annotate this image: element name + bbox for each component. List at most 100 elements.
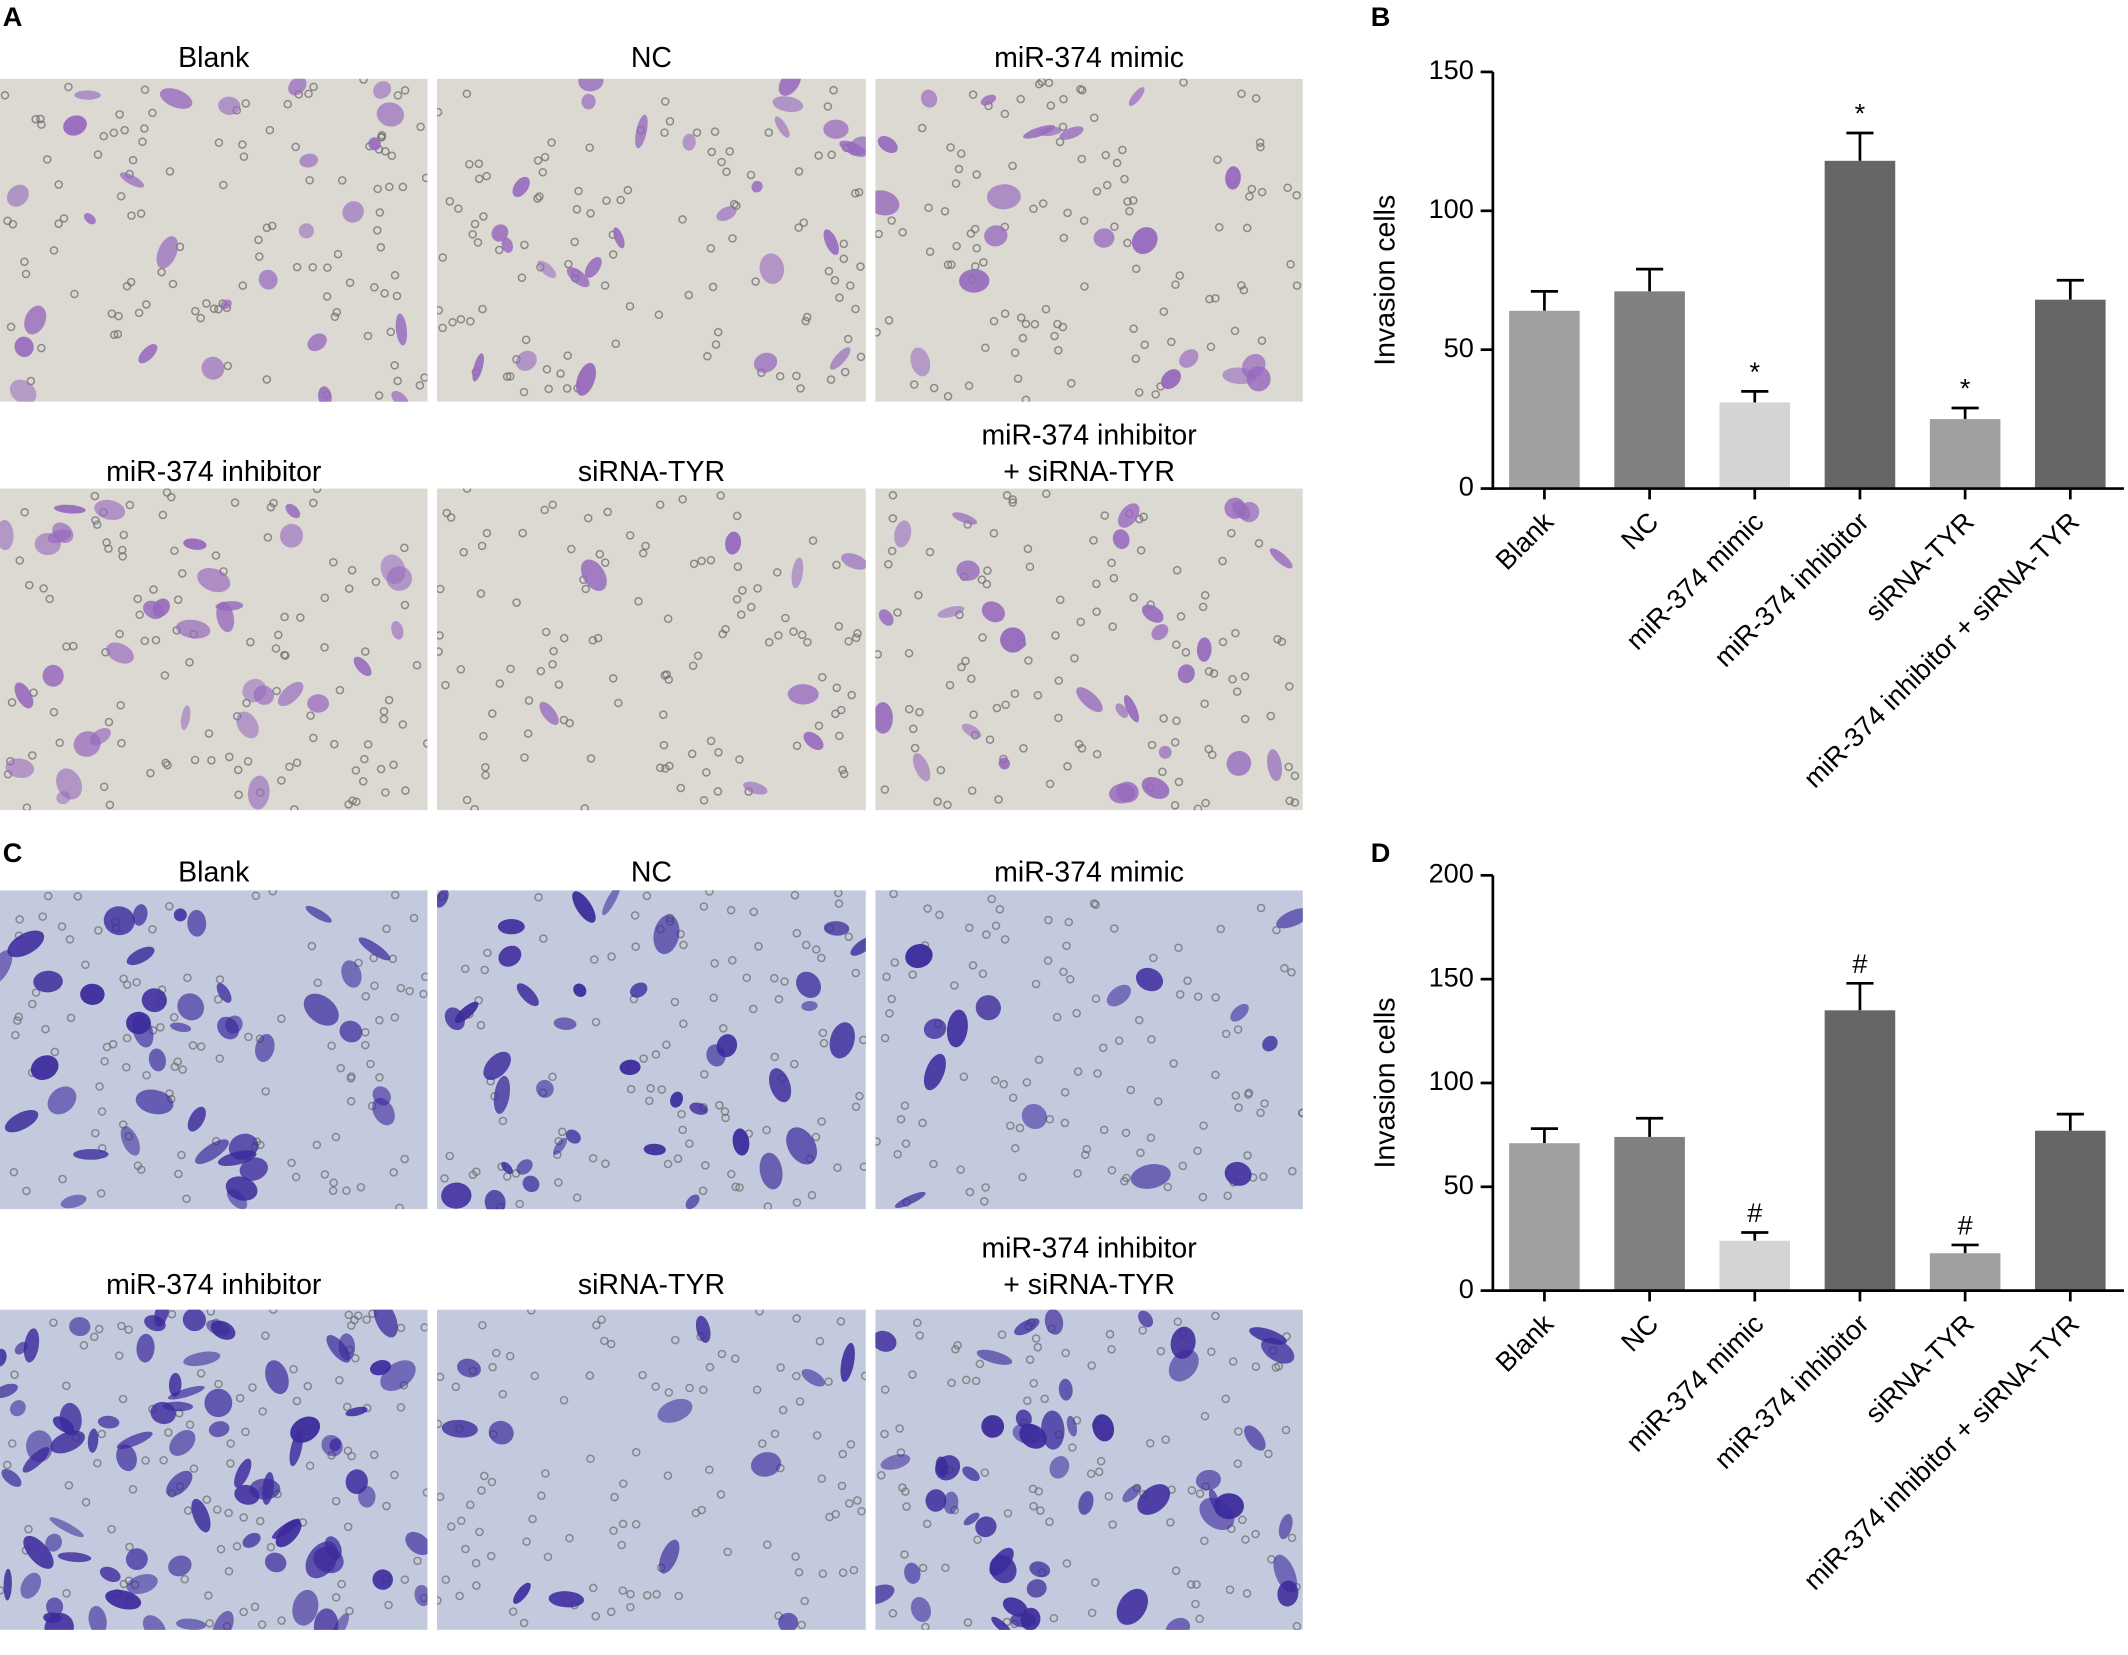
pore — [479, 1471, 489, 1481]
pore — [554, 680, 564, 689]
pore — [1200, 699, 1209, 709]
pore — [733, 562, 743, 571]
stained-cell — [170, 1022, 192, 1033]
pore — [1234, 1427, 1243, 1436]
stained-cell — [414, 1584, 428, 1607]
stained-cell — [87, 1428, 99, 1453]
pore — [591, 1611, 600, 1621]
pore — [223, 361, 233, 371]
stained-cell — [156, 236, 179, 269]
pore — [505, 372, 515, 381]
pore — [481, 763, 490, 772]
pore — [830, 276, 840, 285]
pore — [1122, 1173, 1131, 1183]
pore — [1045, 779, 1055, 789]
pore — [692, 128, 702, 137]
pore — [800, 1596, 809, 1606]
pore — [1118, 145, 1127, 155]
panel-label: C — [3, 837, 23, 868]
pore — [808, 536, 818, 545]
pore — [142, 1070, 151, 1080]
pore — [908, 970, 917, 979]
pore — [607, 952, 616, 961]
pore — [652, 1590, 661, 1599]
stained-cell — [298, 223, 314, 239]
stained-cell — [239, 1157, 268, 1181]
micrograph-title: Blank — [178, 42, 250, 74]
pore — [214, 304, 223, 314]
pore — [1125, 206, 1134, 216]
pore — [699, 1385, 708, 1395]
pore — [1054, 346, 1063, 355]
pore — [173, 1057, 182, 1066]
stained-cell — [176, 619, 211, 639]
pore — [982, 579, 992, 589]
pore — [946, 143, 955, 152]
pore — [985, 735, 995, 744]
y-axis-label: Invasion cells — [1370, 997, 1402, 1168]
pore — [182, 1194, 191, 1204]
pore — [1213, 155, 1222, 165]
pore — [387, 151, 397, 161]
stained-cell — [1135, 967, 1164, 992]
pore — [1008, 1093, 1018, 1102]
micrograph — [0, 890, 428, 1210]
stained-cell — [894, 1191, 926, 1208]
pore — [659, 740, 669, 750]
pore — [713, 787, 723, 796]
pore — [746, 602, 756, 612]
pore — [476, 1020, 486, 1030]
stained-cell — [94, 499, 126, 520]
pore — [1290, 798, 1300, 807]
pore — [262, 223, 272, 233]
pore — [947, 260, 956, 269]
pore — [69, 641, 78, 651]
pore — [662, 1040, 671, 1050]
stained-cell — [743, 781, 768, 795]
stained-cell — [60, 1194, 87, 1209]
pore — [678, 1125, 687, 1135]
pore — [838, 765, 847, 775]
pore — [523, 729, 533, 738]
pore — [97, 1107, 107, 1116]
pore — [330, 739, 339, 749]
pore — [1034, 1055, 1044, 1065]
pore — [149, 585, 158, 594]
pore — [540, 505, 549, 515]
pore — [634, 597, 643, 606]
pore — [875, 328, 881, 337]
pore — [889, 890, 898, 899]
pore — [309, 82, 318, 92]
pore — [254, 235, 263, 245]
pore — [1090, 1578, 1100, 1587]
pore — [838, 1449, 848, 1459]
pore — [670, 997, 680, 1007]
stained-cell — [1276, 908, 1303, 929]
pore — [277, 1014, 286, 1023]
pore — [415, 381, 425, 390]
stained-cell — [307, 333, 327, 352]
pore — [843, 334, 853, 344]
pore — [1178, 1161, 1188, 1171]
pore — [396, 1403, 406, 1412]
pore — [1013, 374, 1023, 383]
pore — [678, 494, 687, 504]
stained-cell — [829, 347, 851, 370]
pore — [664, 1388, 674, 1397]
pore — [1215, 222, 1224, 232]
pore — [1099, 1125, 1109, 1135]
pore — [1285, 796, 1294, 806]
pore — [99, 131, 109, 141]
stained-cell — [138, 344, 158, 364]
pore — [857, 1506, 866, 1516]
stained-cell — [345, 1406, 368, 1417]
pore — [420, 373, 428, 382]
stained-cell — [191, 1498, 211, 1533]
pore — [470, 804, 479, 811]
pore — [215, 975, 225, 984]
pore — [1062, 1559, 1072, 1568]
pore — [1211, 293, 1220, 303]
pore — [913, 1318, 922, 1328]
pore — [1159, 307, 1169, 316]
pore — [91, 516, 100, 525]
